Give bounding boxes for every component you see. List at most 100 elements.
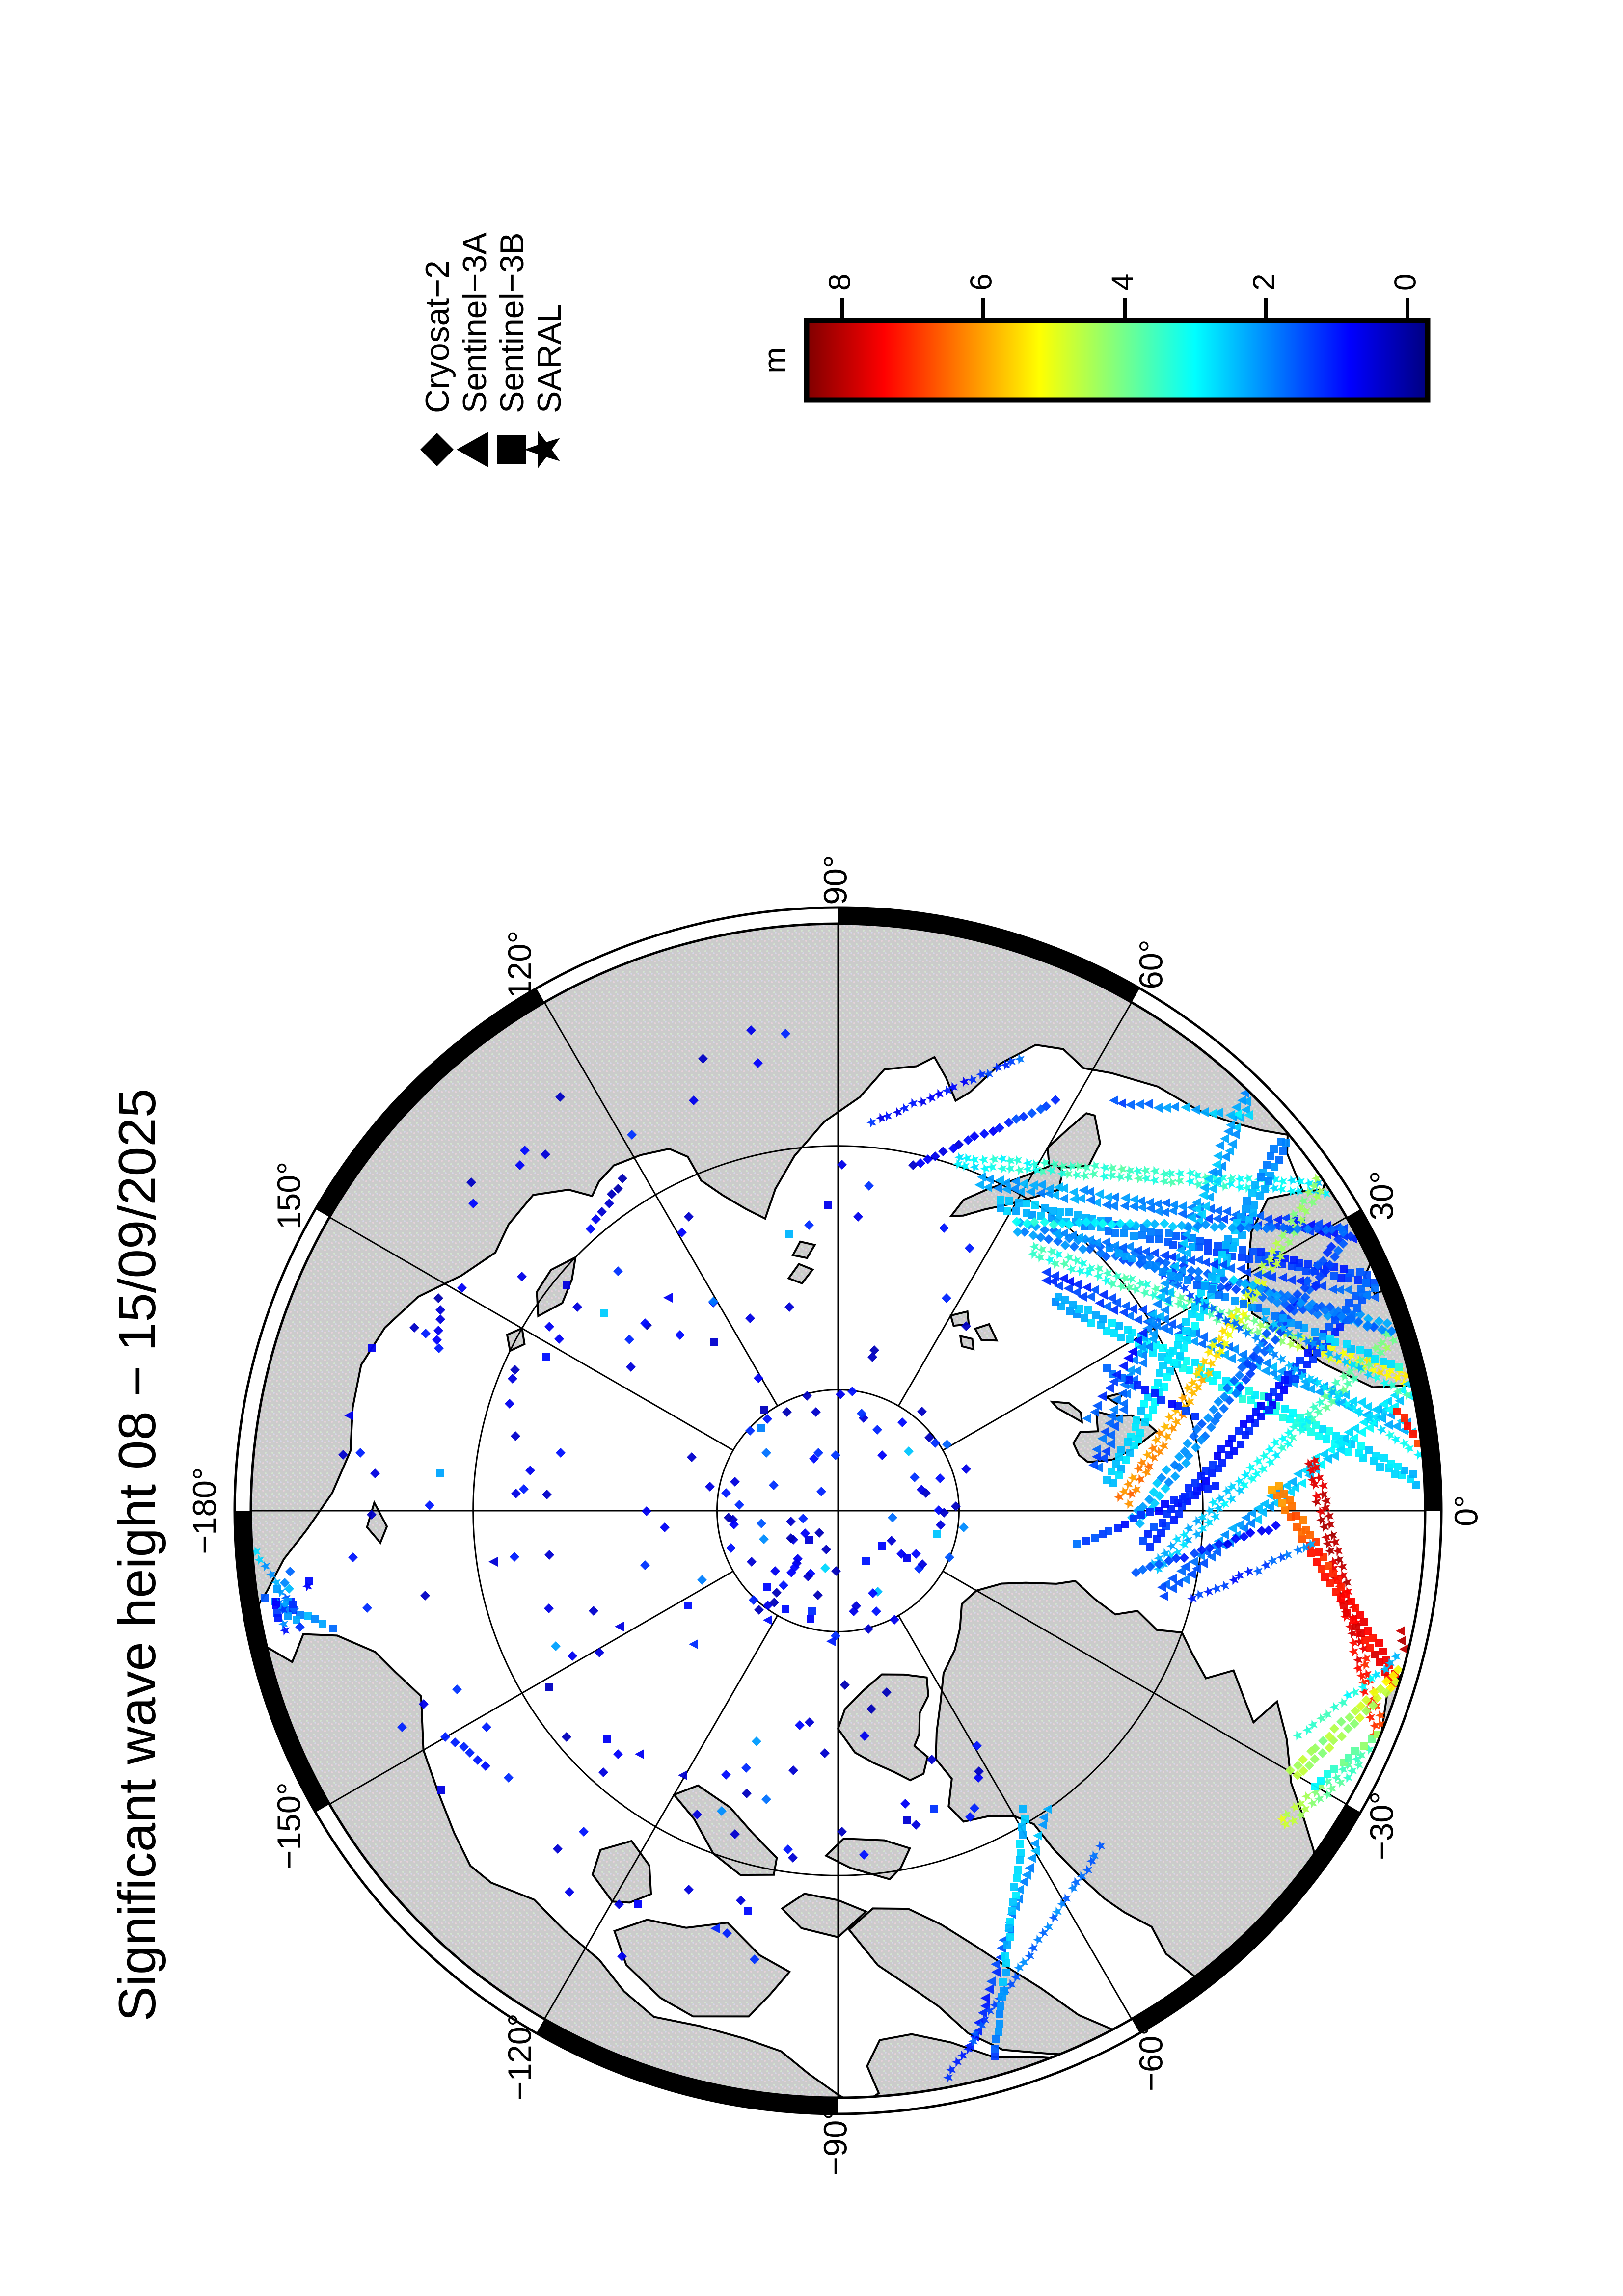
data-marker xyxy=(1350,1423,1359,1433)
data-marker xyxy=(466,1177,476,1187)
data-marker xyxy=(1000,1987,1008,1995)
data-marker xyxy=(1294,1330,1303,1341)
data-marker xyxy=(1235,1370,1244,1380)
data-marker xyxy=(1073,1540,1081,1548)
data-marker xyxy=(698,1054,708,1064)
data-marker xyxy=(1124,1282,1134,1293)
data-marker xyxy=(1100,1162,1109,1173)
data-marker xyxy=(1328,1563,1338,1574)
data-marker xyxy=(1159,1268,1166,1276)
data-marker xyxy=(1033,1831,1042,1841)
data-marker xyxy=(1036,1232,1046,1242)
data-marker xyxy=(1277,1814,1287,1824)
colorbar-ticks: 8 6 4 2 0 xyxy=(823,274,1422,320)
data-marker xyxy=(1337,1732,1347,1741)
data-marker xyxy=(1105,1418,1114,1428)
data-marker xyxy=(1387,1326,1397,1336)
data-marker xyxy=(1078,1244,1088,1254)
data-marker xyxy=(1218,1251,1226,1258)
data-marker xyxy=(1233,1109,1242,1119)
data-marker xyxy=(1318,1489,1328,1500)
data-marker xyxy=(1362,1669,1372,1680)
data-marker xyxy=(1233,1219,1241,1227)
data-marker xyxy=(273,1585,281,1593)
data-marker xyxy=(1031,1201,1039,1209)
data-marker xyxy=(1189,1431,1199,1441)
data-marker xyxy=(1048,1277,1057,1286)
meridian-60 xyxy=(897,1002,1133,1407)
data-marker xyxy=(1157,1582,1166,1592)
data-marker xyxy=(1231,1534,1241,1544)
data-marker xyxy=(1356,1750,1366,1761)
data-marker xyxy=(1241,1469,1250,1480)
data-marker xyxy=(1261,1560,1271,1571)
data-marker xyxy=(1175,1168,1185,1179)
data-marker xyxy=(1126,1274,1136,1284)
data-marker xyxy=(1174,1298,1184,1309)
data-marker xyxy=(939,1508,949,1518)
data-marker xyxy=(948,1082,958,1093)
data-marker xyxy=(1239,1246,1246,1254)
data-marker xyxy=(1262,1308,1270,1315)
data-marker xyxy=(984,1175,994,1184)
data-marker xyxy=(1135,1435,1142,1443)
data-marker xyxy=(1109,1305,1118,1315)
data-marker xyxy=(1251,1468,1261,1479)
data-marker xyxy=(1370,1292,1379,1302)
data-marker xyxy=(1131,1484,1141,1495)
data-marker xyxy=(1108,1319,1116,1327)
data-marker xyxy=(1269,1349,1279,1360)
data-marker xyxy=(362,1603,372,1613)
data-marker xyxy=(1087,1319,1095,1327)
data-marker xyxy=(1115,1172,1125,1182)
data-marker xyxy=(1090,1407,1099,1417)
data-marker xyxy=(468,1199,478,1208)
data-marker xyxy=(1106,1430,1115,1440)
data-marker xyxy=(1346,1314,1356,1324)
data-marker xyxy=(1138,1358,1147,1368)
data-marker xyxy=(917,1096,927,1107)
data-marker xyxy=(1289,1409,1297,1417)
data-marker xyxy=(1319,1425,1326,1433)
data-marker xyxy=(1190,1548,1199,1558)
data-marker xyxy=(1327,1343,1337,1354)
data-marker xyxy=(553,1844,563,1854)
data-marker xyxy=(640,1560,650,1570)
data-marker xyxy=(752,1736,761,1746)
data-marker xyxy=(967,1074,977,1085)
data-marker xyxy=(1252,1287,1262,1298)
data-marker xyxy=(1326,1579,1334,1587)
data-marker xyxy=(613,1184,623,1194)
data-marker xyxy=(1256,1284,1266,1294)
data-marker xyxy=(871,1606,881,1616)
data-marker xyxy=(1205,1543,1215,1553)
data-marker xyxy=(425,1500,434,1510)
data-marker xyxy=(1319,1333,1326,1340)
land-ellesmere xyxy=(837,1673,929,1782)
data-marker xyxy=(1303,1187,1313,1198)
data-marker xyxy=(1223,1282,1233,1292)
data-marker xyxy=(1235,1182,1244,1193)
data-marker xyxy=(1391,1470,1399,1478)
data-marker xyxy=(1115,1249,1123,1257)
data-marker xyxy=(1170,1359,1178,1366)
data-marker xyxy=(1117,1164,1127,1175)
data-marker xyxy=(721,1770,731,1780)
data-marker xyxy=(1333,1355,1343,1366)
data-marker xyxy=(857,1409,866,1418)
data-marker xyxy=(961,1321,971,1331)
data-marker xyxy=(1359,1686,1369,1697)
data-marker xyxy=(1138,1231,1146,1239)
data-marker xyxy=(1076,1194,1085,1203)
data-marker xyxy=(1230,1318,1240,1329)
data-marker xyxy=(1097,1434,1107,1443)
data-marker xyxy=(1220,1152,1230,1162)
data-marker xyxy=(1187,1569,1196,1579)
data-marker xyxy=(1123,1172,1133,1183)
data-marker xyxy=(1363,1402,1372,1412)
data-marker xyxy=(1215,1291,1223,1299)
data-marker xyxy=(1293,1289,1302,1299)
data-marker xyxy=(1242,1205,1250,1213)
data-marker xyxy=(1153,1199,1162,1209)
data-marker xyxy=(1177,1201,1187,1211)
